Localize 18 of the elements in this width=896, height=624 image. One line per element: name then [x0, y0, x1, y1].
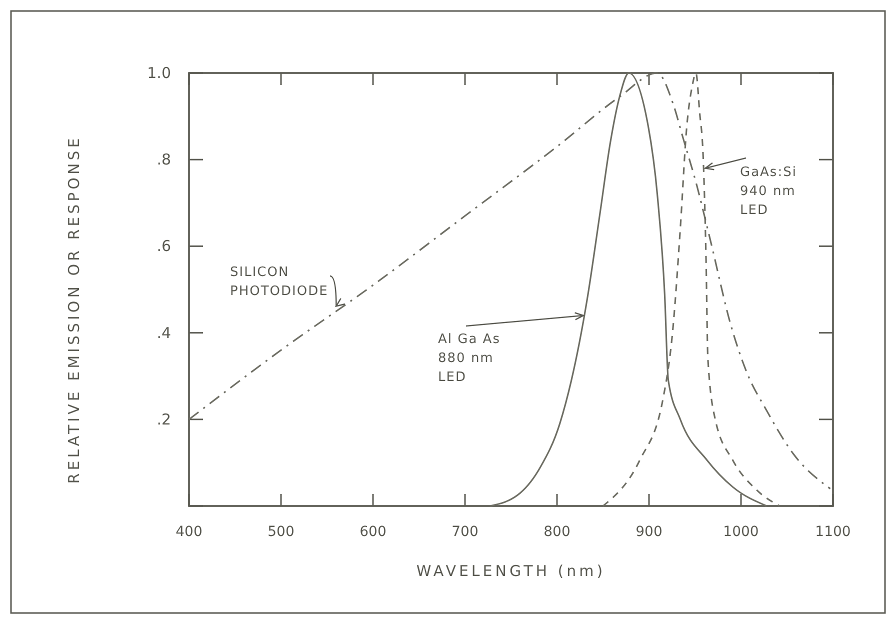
x-tick-label: 400	[176, 524, 202, 540]
text: GaAs:Si 940 nm LED	[740, 165, 797, 218]
y-tick-label: .8	[156, 150, 171, 169]
y-axis-title: RELATIVE EMISSION OR RESPONSE	[65, 135, 83, 484]
x-tick-label: 1100	[815, 524, 851, 540]
y-tick-label: .4	[156, 324, 171, 342]
y-tick-label: .2	[156, 410, 171, 428]
x-tick-label: 600	[360, 524, 386, 540]
x-axis-title: WAVELENGTH (nm)	[416, 562, 606, 580]
x-tick-label: 700	[452, 524, 478, 540]
x-tick-label: 900	[636, 524, 662, 540]
text: Al Ga As 880 nm LED	[438, 332, 500, 385]
y-tick-label: .6	[156, 237, 171, 256]
x-tick-label: 1000	[723, 524, 759, 540]
y-tick-label: 1.0	[147, 64, 171, 82]
x-tick-label: 800	[544, 524, 570, 540]
x-tick-label: 500	[268, 524, 294, 540]
series-label: SILICON PHOTODIODE	[230, 265, 328, 299]
